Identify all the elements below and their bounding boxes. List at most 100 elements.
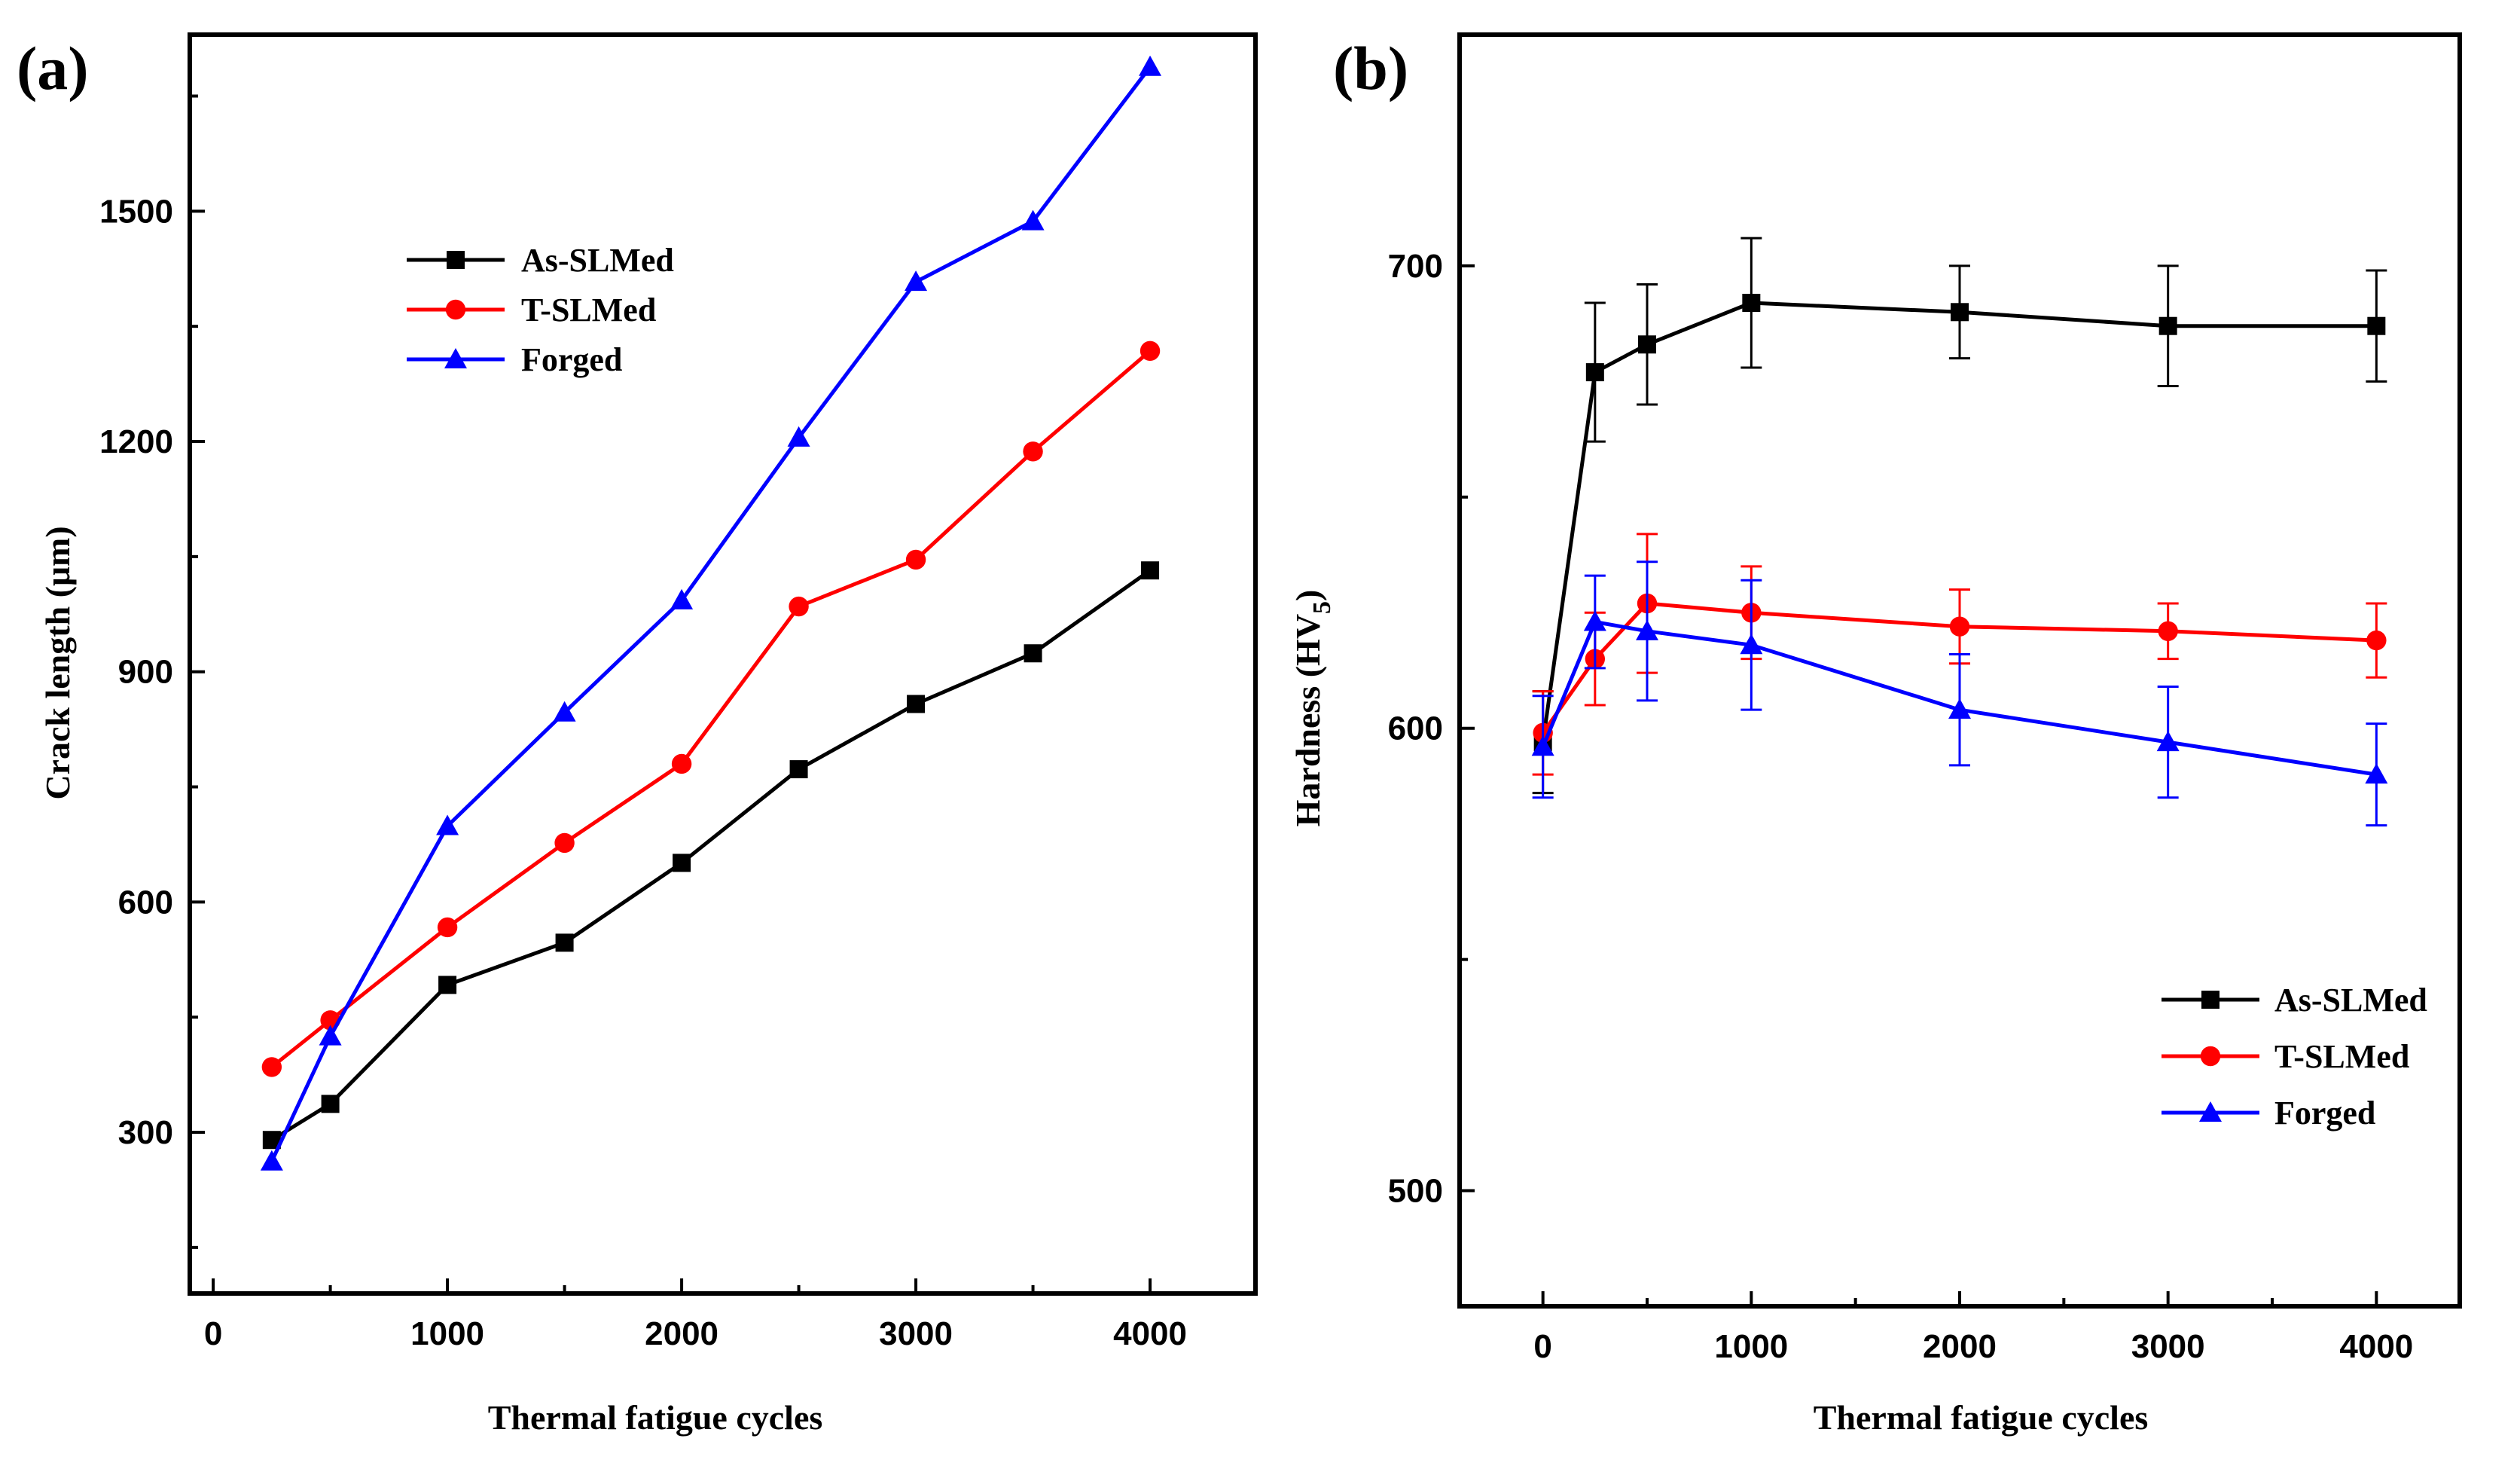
data-point [2156,731,2180,752]
chart-panel-a: (a) 0 1000 2000 3000 4000 300 600 900 1200 1500 A… [17,32,1258,1437]
y-tick-label: 300 [118,1114,173,1151]
data-point [1531,735,1554,756]
data-point [2158,621,2178,642]
series-as-slmed [262,561,1160,1150]
data-point [437,917,458,938]
data-point [1951,303,1969,322]
y-tick-label: 1200 [99,423,173,460]
legend-marker [445,299,466,320]
series-line [270,349,1152,1069]
data-point [1139,341,1161,361]
y-axis-title-b-end: ) [1289,590,1327,601]
legend-item-t-slmed: T-SLMed [2162,1038,2409,1075]
data-point [2158,316,2177,335]
panel-label-a: (a) [17,34,89,102]
y-tick-label: 600 [1388,710,1443,747]
y-axis-title-a: Crack length (μm) [38,526,77,799]
data-point [1949,616,1970,637]
data-point [1638,335,1656,354]
legend-marker [444,348,467,368]
data-point [1585,363,1604,382]
data-point [438,976,457,994]
series-group-b [1531,237,2388,827]
x-tick-label: 4000 [2339,1328,2413,1365]
y-tick-label: 1500 [99,193,173,230]
x-axis-title-a: Thermal fatigue cycles [488,1398,823,1437]
x-axis-title-b: Thermal fatigue cycles [1814,1398,2149,1437]
ticks-b: 0 1000 2000 3000 4000 500 600 700 [1388,33,2413,1365]
legend-marker [447,251,465,269]
legend-label: Forged [521,341,622,378]
data-point [2366,630,2387,651]
data-point [436,814,459,835]
legend-label: As-SLMed [521,242,674,279]
x-tick-label: 4000 [1113,1315,1187,1352]
y-tick-label: 500 [1388,1173,1443,1210]
x-tick-label: 1000 [410,1315,484,1352]
data-point [789,760,808,779]
legend-item-as-slmed: As-SLMed [2162,982,2427,1019]
x-tick-label: 3000 [2131,1328,2205,1365]
data-point [1583,610,1606,631]
y-tick-label: 700 [1388,248,1443,285]
y-axis-title-b-sub: 5 [1308,601,1336,614]
plot-frame-a [188,32,1258,1296]
data-point [1023,441,1043,462]
data-point [555,933,574,952]
legend-item-as-slmed: As-SLMed [407,242,674,279]
series-line [270,569,1152,1142]
data-point [1740,634,1763,655]
legend-label: T-SLMed [521,292,656,328]
series-as-slmed [1532,237,2387,795]
x-tick-label: 2000 [645,1315,718,1352]
data-point [2365,763,2388,784]
legend-marker [2201,991,2219,1009]
data-point [1141,561,1160,580]
data-point [2367,316,2386,335]
data-point [905,549,926,570]
data-point [787,426,810,447]
data-point [673,854,691,872]
legend-marker [2199,1101,2222,1122]
data-point [553,701,576,722]
ticks-a: 0 1000 2000 3000 4000 300 600 900 1200 1500 [99,94,1187,1352]
data-point [260,1150,283,1171]
series-forged [1531,560,2388,827]
y-tick-label: 900 [118,654,173,691]
legend-marker [2200,1046,2221,1067]
legend-item-forged: Forged [407,341,622,378]
x-tick-label: 3000 [879,1315,953,1352]
y-tick-label: 600 [118,884,173,921]
data-point [907,695,926,713]
data-point [1948,698,1971,719]
x-tick-label: 2000 [1923,1328,1997,1365]
data-point [1024,644,1042,663]
legend-label: Forged [2274,1095,2375,1132]
series-t-slmed [261,341,1161,1077]
x-tick-label: 0 [204,1315,222,1352]
data-point [1021,209,1045,231]
data-point [319,1025,342,1046]
legend-label: As-SLMed [2274,982,2427,1019]
x-tick-label: 1000 [1714,1328,1788,1365]
data-point [670,588,694,609]
data-point [261,1057,282,1077]
series-forged [260,55,1162,1171]
data-point [789,596,809,617]
chart-panel-b: (b) 0 1000 2000 3000 4000 500 600 700 As-SLMed T… [1289,32,2462,1437]
legend-item-t-slmed: T-SLMed [407,292,656,328]
data-point [1742,294,1761,313]
data-point [321,1095,340,1113]
data-point [905,270,928,292]
legend-b: As-SLMed T-SLMed Forged [2162,982,2427,1132]
legend-item-forged: Forged [2162,1095,2375,1132]
data-point [671,753,692,774]
data-point [1636,619,1658,640]
series-group-a [260,55,1162,1171]
data-point [554,832,575,854]
data-point [1139,55,1162,76]
legend-a: As-SLMed T-SLMed Forged [407,242,674,378]
x-tick-label: 0 [1533,1328,1551,1365]
series-line [270,66,1152,1162]
